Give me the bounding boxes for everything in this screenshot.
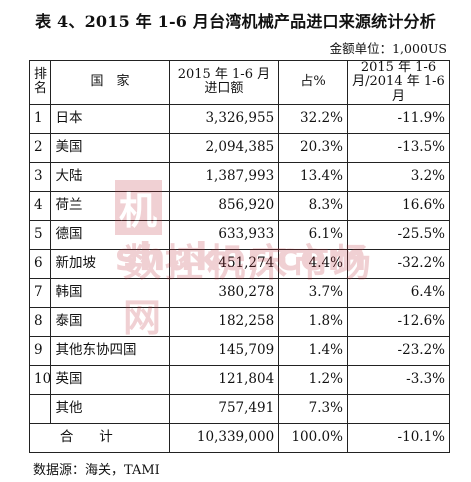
country-cell: 日本 bbox=[50, 103, 170, 134]
header-growth: 2015 年 1-6 月/2014 年 1-6 月 bbox=[346, 60, 451, 105]
share-cell: 1.8% bbox=[278, 306, 348, 337]
value-cell: 633,933 bbox=[168, 219, 280, 250]
table-row: 其他 757,491 7.3% bbox=[28, 393, 451, 424]
rank-cell: 5 bbox=[28, 219, 52, 250]
country-cell: 荷兰 bbox=[50, 190, 170, 221]
share-cell: 4.4% bbox=[278, 248, 348, 279]
country-cell: 德国 bbox=[50, 219, 170, 250]
total-value: 10,339,000 bbox=[168, 422, 280, 453]
value-cell: 121,804 bbox=[168, 364, 280, 395]
share-cell: 8.3% bbox=[278, 190, 348, 221]
table-body: 1 日本 3,326,955 32.2% -11.9% 2 美国 2,094,385 20.3%… bbox=[28, 103, 451, 424]
rank-cell bbox=[28, 393, 52, 424]
country-cell: 大陆 bbox=[50, 161, 170, 192]
import-source-table: 排名 国 家 2015 年 1-6 月进口额 占% 2015 年 1-6 月/2… bbox=[28, 60, 451, 453]
header-row: 排名 国 家 2015 年 1-6 月进口额 占% 2015 年 1-6 月/2… bbox=[28, 60, 451, 105]
table-row: 2 美国 2,094,385 20.3% -13.5% bbox=[28, 132, 451, 163]
table-row: 1 日本 3,326,955 32.2% -11.9% bbox=[28, 103, 451, 134]
header-share: 占% bbox=[278, 60, 348, 105]
rank-cell: 6 bbox=[28, 248, 52, 279]
growth-cell: -32.2% bbox=[346, 248, 451, 279]
header-rank: 排名 bbox=[28, 60, 52, 105]
country-cell: 新加坡 bbox=[50, 248, 170, 279]
growth-cell: -23.2% bbox=[346, 335, 451, 366]
growth-cell: 16.6% bbox=[346, 190, 451, 221]
value-cell: 856,920 bbox=[168, 190, 280, 221]
total-share: 100.0% bbox=[278, 422, 348, 453]
country-cell: 韩国 bbox=[50, 277, 170, 308]
country-cell: 英国 bbox=[50, 364, 170, 395]
rank-cell: 3 bbox=[28, 161, 52, 192]
rank-cell: 9 bbox=[28, 335, 52, 366]
growth-cell: -12.6% bbox=[346, 306, 451, 337]
growth-cell: -25.5% bbox=[346, 219, 451, 250]
share-cell: 1.2% bbox=[278, 364, 348, 395]
rank-cell: 4 bbox=[28, 190, 52, 221]
total-label: 合计 bbox=[29, 422, 170, 453]
share-cell: 6.1% bbox=[278, 219, 348, 250]
share-cell: 32.2% bbox=[278, 103, 348, 134]
total-growth: -10.1% bbox=[346, 422, 451, 453]
header-country: 国 家 bbox=[50, 60, 170, 105]
table-row: 7 韩国 380,278 3.7% 6.4% bbox=[28, 277, 451, 308]
value-cell: 451,274 bbox=[168, 248, 280, 279]
value-cell: 1,387,993 bbox=[168, 161, 280, 192]
rank-cell: 7 bbox=[28, 277, 52, 308]
value-cell: 380,278 bbox=[168, 277, 280, 308]
country-cell: 其他东协四国 bbox=[50, 335, 170, 366]
country-cell: 泰国 bbox=[50, 306, 170, 337]
growth-cell: 3.2% bbox=[346, 161, 451, 192]
table-row: 10 英国 121,804 1.2% -3.3% bbox=[28, 364, 451, 395]
value-cell: 2,094,385 bbox=[168, 132, 280, 163]
growth-cell bbox=[346, 393, 451, 424]
table-title: 表 4、2015 年 1-6 月台湾机械产品进口来源统计分析 bbox=[35, 12, 436, 31]
total-row: 合计 10,339,000 100.0% -10.1% bbox=[29, 422, 451, 453]
header-value: 2015 年 1-6 月进口额 bbox=[168, 60, 280, 105]
share-cell: 7.3% bbox=[278, 393, 348, 424]
table-row: 4 荷兰 856,920 8.3% 16.6% bbox=[28, 190, 451, 221]
table-row: 3 大陆 1,387,993 13.4% 3.2% bbox=[28, 161, 451, 192]
growth-cell: 6.4% bbox=[346, 277, 451, 308]
growth-cell: -11.9% bbox=[346, 103, 451, 134]
rank-cell: 8 bbox=[28, 306, 52, 337]
value-cell: 182,258 bbox=[168, 306, 280, 337]
data-source-note: 数据源：海关，TAMI bbox=[33, 463, 160, 478]
rank-cell: 2 bbox=[28, 132, 52, 163]
value-cell: 145,709 bbox=[168, 335, 280, 366]
growth-cell: -13.5% bbox=[346, 132, 451, 163]
country-cell: 美国 bbox=[50, 132, 170, 163]
table-row: 8 泰国 182,258 1.8% -12.6% bbox=[28, 306, 451, 337]
table-row: 5 德国 633,933 6.1% -25.5% bbox=[28, 219, 451, 250]
growth-cell: -3.3% bbox=[346, 364, 451, 395]
table-row: 9 其他东协四国 145,709 1.4% -23.2% bbox=[28, 335, 451, 366]
value-cell: 757,491 bbox=[168, 393, 280, 424]
rank-cell: 10 bbox=[28, 364, 52, 395]
value-cell: 3,326,955 bbox=[168, 103, 280, 134]
share-cell: 1.4% bbox=[278, 335, 348, 366]
country-cell: 其他 bbox=[50, 393, 170, 424]
share-cell: 13.4% bbox=[278, 161, 348, 192]
share-cell: 20.3% bbox=[278, 132, 348, 163]
unit-note: 金额单位：1,000US bbox=[329, 41, 447, 56]
rank-cell: 1 bbox=[28, 103, 52, 134]
share-cell: 3.7% bbox=[278, 277, 348, 308]
table-row: 6 新加坡 451,274 4.4% -32.2% bbox=[28, 248, 451, 279]
